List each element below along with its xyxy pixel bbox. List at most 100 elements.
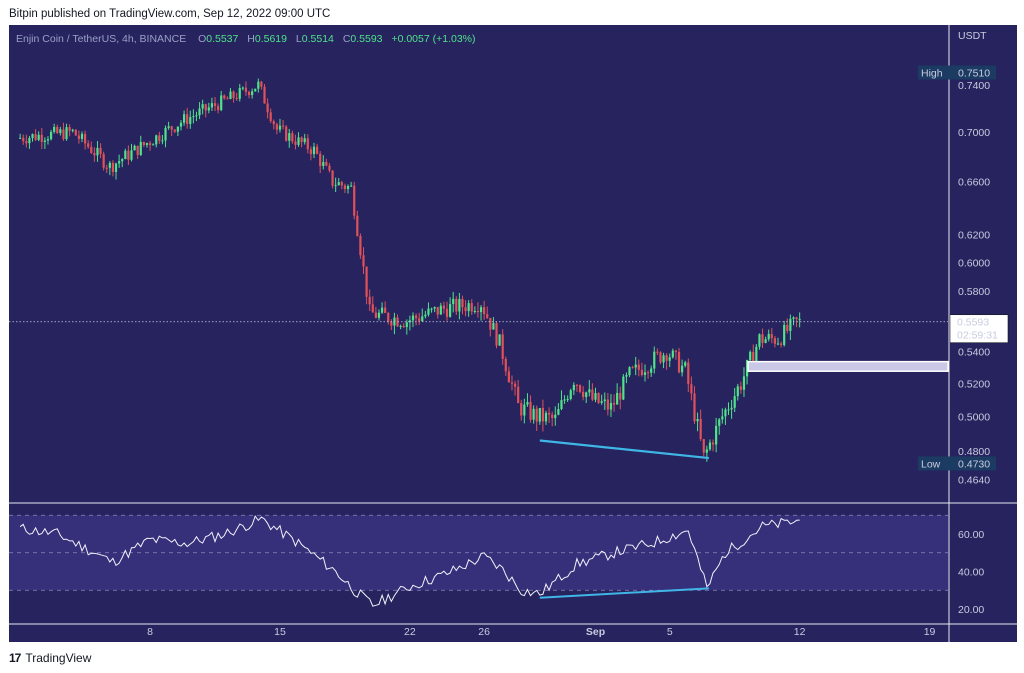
price-tick-label: 0.4640	[958, 475, 990, 487]
candle-body	[402, 325, 405, 328]
candle-body	[637, 364, 640, 370]
candle-body	[22, 137, 25, 142]
candle-body	[507, 371, 510, 383]
candle-body	[551, 414, 554, 419]
candle-body	[399, 325, 402, 327]
candle-body	[145, 143, 149, 145]
candle-body	[572, 384, 575, 391]
time-tick-label: 5	[667, 626, 673, 638]
candle-body	[167, 126, 170, 128]
candle-body	[247, 91, 251, 96]
price-tick-label: 0.5400	[958, 346, 990, 358]
candle-body	[588, 389, 591, 393]
rsi-group	[9, 514, 948, 607]
candle-body	[752, 351, 755, 363]
open-key: O	[198, 33, 207, 45]
candle-body	[430, 308, 433, 310]
candle-body	[715, 425, 718, 445]
candle-body	[346, 186, 350, 189]
tradingview-mark-icon: 17	[9, 651, 21, 665]
candle-body	[640, 369, 643, 375]
candle-body	[761, 334, 764, 343]
candle-body	[730, 407, 733, 410]
candle-body	[328, 165, 331, 171]
candle-body	[718, 419, 721, 426]
candle-body	[161, 140, 164, 142]
time-tick-label: 15	[274, 626, 286, 638]
candle-body	[445, 308, 449, 317]
candle-body	[742, 376, 746, 390]
candle-body	[597, 392, 600, 403]
candle-body	[272, 121, 275, 125]
candle-body	[603, 399, 606, 402]
candle-body	[136, 145, 139, 155]
tradingview-brand: TradingView	[25, 651, 92, 665]
candle-body	[226, 98, 229, 100]
candle-body	[192, 116, 195, 118]
candle-body	[229, 91, 232, 100]
candle-body	[285, 126, 288, 141]
high-key: H	[247, 33, 255, 45]
symbol-legend: Enjin Coin / TetherUS, 4h, BINANCE O0.55…	[16, 33, 476, 45]
time-tick-label: 12	[794, 626, 806, 638]
candle-body	[609, 403, 613, 410]
candle-body	[405, 322, 408, 328]
candle-body	[705, 449, 708, 453]
candle-body	[547, 412, 551, 415]
candle-body	[179, 122, 183, 127]
candle-body	[773, 338, 777, 344]
candle-body	[544, 412, 548, 422]
candle-body	[591, 389, 594, 400]
candle-body	[133, 145, 136, 151]
candle-body	[414, 315, 418, 319]
candle-body	[464, 307, 467, 312]
candle-body	[223, 95, 226, 99]
candle-body	[575, 384, 579, 386]
candle-body	[105, 167, 108, 169]
candle-body	[80, 133, 84, 139]
support-zone-rect	[747, 360, 949, 372]
candle-body	[53, 126, 56, 132]
high-marker-bg	[918, 65, 996, 80]
candle-body	[278, 125, 282, 130]
candle-body	[319, 153, 322, 167]
candle-body	[690, 384, 693, 394]
candle-body	[353, 185, 356, 216]
candle-body	[195, 115, 198, 117]
candle-body	[213, 103, 217, 107]
candle-body	[244, 87, 248, 92]
candle-body	[684, 362, 687, 366]
candle-body	[510, 382, 514, 384]
time-tick-label: 26	[478, 626, 490, 638]
candle-body	[74, 129, 77, 136]
candle-body	[31, 134, 34, 138]
candle-body	[297, 137, 300, 145]
candle-body	[520, 403, 523, 416]
candle-body	[461, 298, 464, 308]
candle-body	[309, 149, 313, 155]
candle-body	[303, 138, 306, 143]
candle-body	[631, 367, 634, 369]
candle-body	[281, 125, 285, 127]
candle-body	[554, 414, 557, 419]
candle-body	[634, 364, 637, 368]
candle-body	[424, 314, 427, 317]
candle-body	[408, 320, 411, 323]
tradingview-logo[interactable]: 17 TradingView	[9, 651, 91, 665]
candle-body	[526, 402, 529, 405]
candle-body	[142, 141, 145, 145]
candle-body	[504, 358, 507, 372]
candle-body	[739, 386, 742, 390]
candle-body	[653, 351, 656, 369]
rsi-tick-label: 20.00	[958, 604, 984, 616]
candle-body	[90, 146, 93, 153]
candle-body	[455, 298, 458, 312]
candle-body	[359, 235, 362, 256]
price-tick-label: 0.5000	[958, 411, 990, 423]
candle-body	[538, 407, 541, 422]
candle-body	[411, 315, 415, 321]
low-marker-label: Low	[921, 458, 941, 470]
candle-body	[356, 215, 359, 236]
candle-body	[569, 390, 572, 399]
